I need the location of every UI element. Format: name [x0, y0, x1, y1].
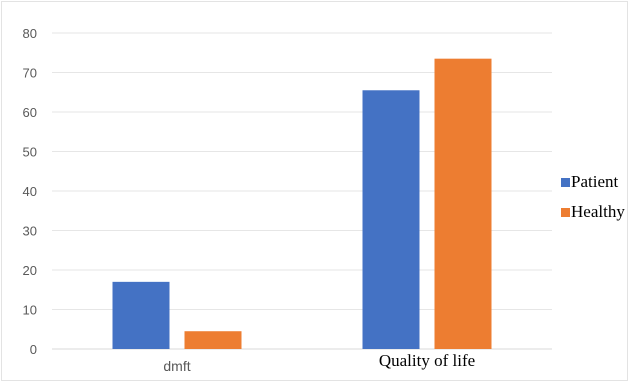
- x-category-label: dmft: [163, 358, 190, 374]
- legend-label-patient: Patient: [571, 172, 618, 191]
- y-tick-label: 50: [23, 145, 37, 160]
- y-tick-label: 60: [23, 105, 37, 120]
- legend-swatch-patient: [561, 178, 570, 187]
- chart-frame: [1, 1, 628, 381]
- y-tick-label: 10: [23, 303, 37, 318]
- legend-swatch-healthy: [561, 208, 570, 217]
- y-tick-label: 20: [23, 263, 37, 278]
- y-tick-label: 0: [30, 342, 37, 357]
- y-tick-label: 30: [23, 224, 37, 239]
- bar-patient-0: [112, 281, 170, 349]
- y-tick-label: 80: [23, 26, 37, 41]
- x-category-label: Quality of life: [379, 351, 475, 370]
- y-tick-label: 40: [23, 184, 37, 199]
- legend-label-healthy: Healthy: [571, 202, 625, 221]
- bar-healthy-1: [434, 58, 492, 350]
- bar-healthy-0: [184, 331, 242, 349]
- y-tick-label: 70: [23, 66, 37, 81]
- bar-patient-1: [362, 90, 420, 350]
